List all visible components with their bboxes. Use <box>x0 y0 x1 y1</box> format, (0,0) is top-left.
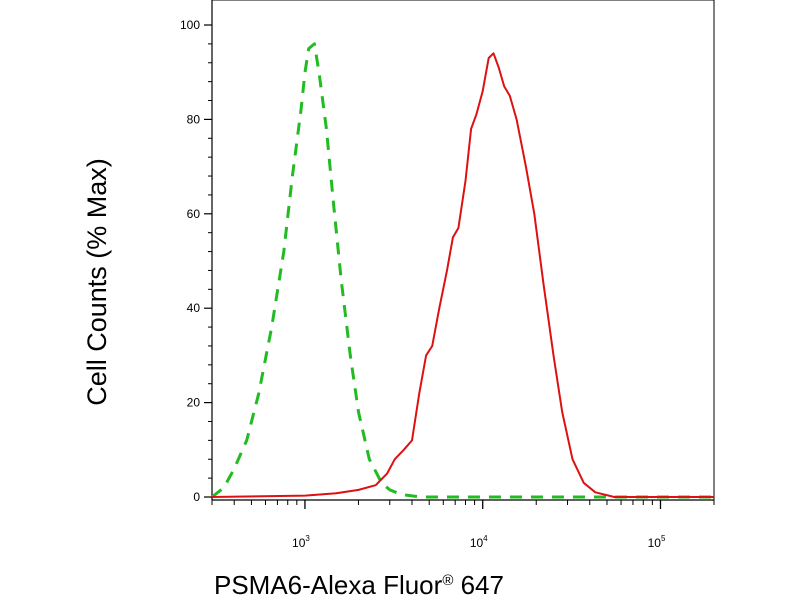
x-axis-label-suffix: 647 <box>453 570 504 600</box>
x-axis-label-main: PSMA6-Alexa Fluor <box>214 570 443 600</box>
y-axis-label: Cell Counts (% Max) <box>82 158 112 406</box>
x-tick-label: 105 <box>648 534 666 550</box>
x-axis-label: PSMA6-Alexa Fluor® 647 <box>214 570 504 600</box>
control-dashed-curve <box>211 42 714 499</box>
y-tick-label: 60 <box>187 207 201 221</box>
series-group <box>211 42 714 499</box>
plot-area <box>212 0 714 500</box>
y-tick-label: 100 <box>180 18 200 32</box>
sample-solid-curve <box>211 52 714 498</box>
x-tick-label: 103 <box>292 534 310 550</box>
registered-mark: ® <box>442 572 453 589</box>
y-tick-label: 20 <box>187 396 201 410</box>
y-tick-label: 80 <box>187 112 201 126</box>
y-tick-label: 40 <box>187 301 201 315</box>
x-axis-ticks: 103 104 105 <box>211 500 715 550</box>
x-tick-label: 104 <box>470 534 488 550</box>
y-axis-ticks: 0 20 40 60 80 100 <box>180 18 212 504</box>
y-tick-label: 0 <box>193 490 200 504</box>
